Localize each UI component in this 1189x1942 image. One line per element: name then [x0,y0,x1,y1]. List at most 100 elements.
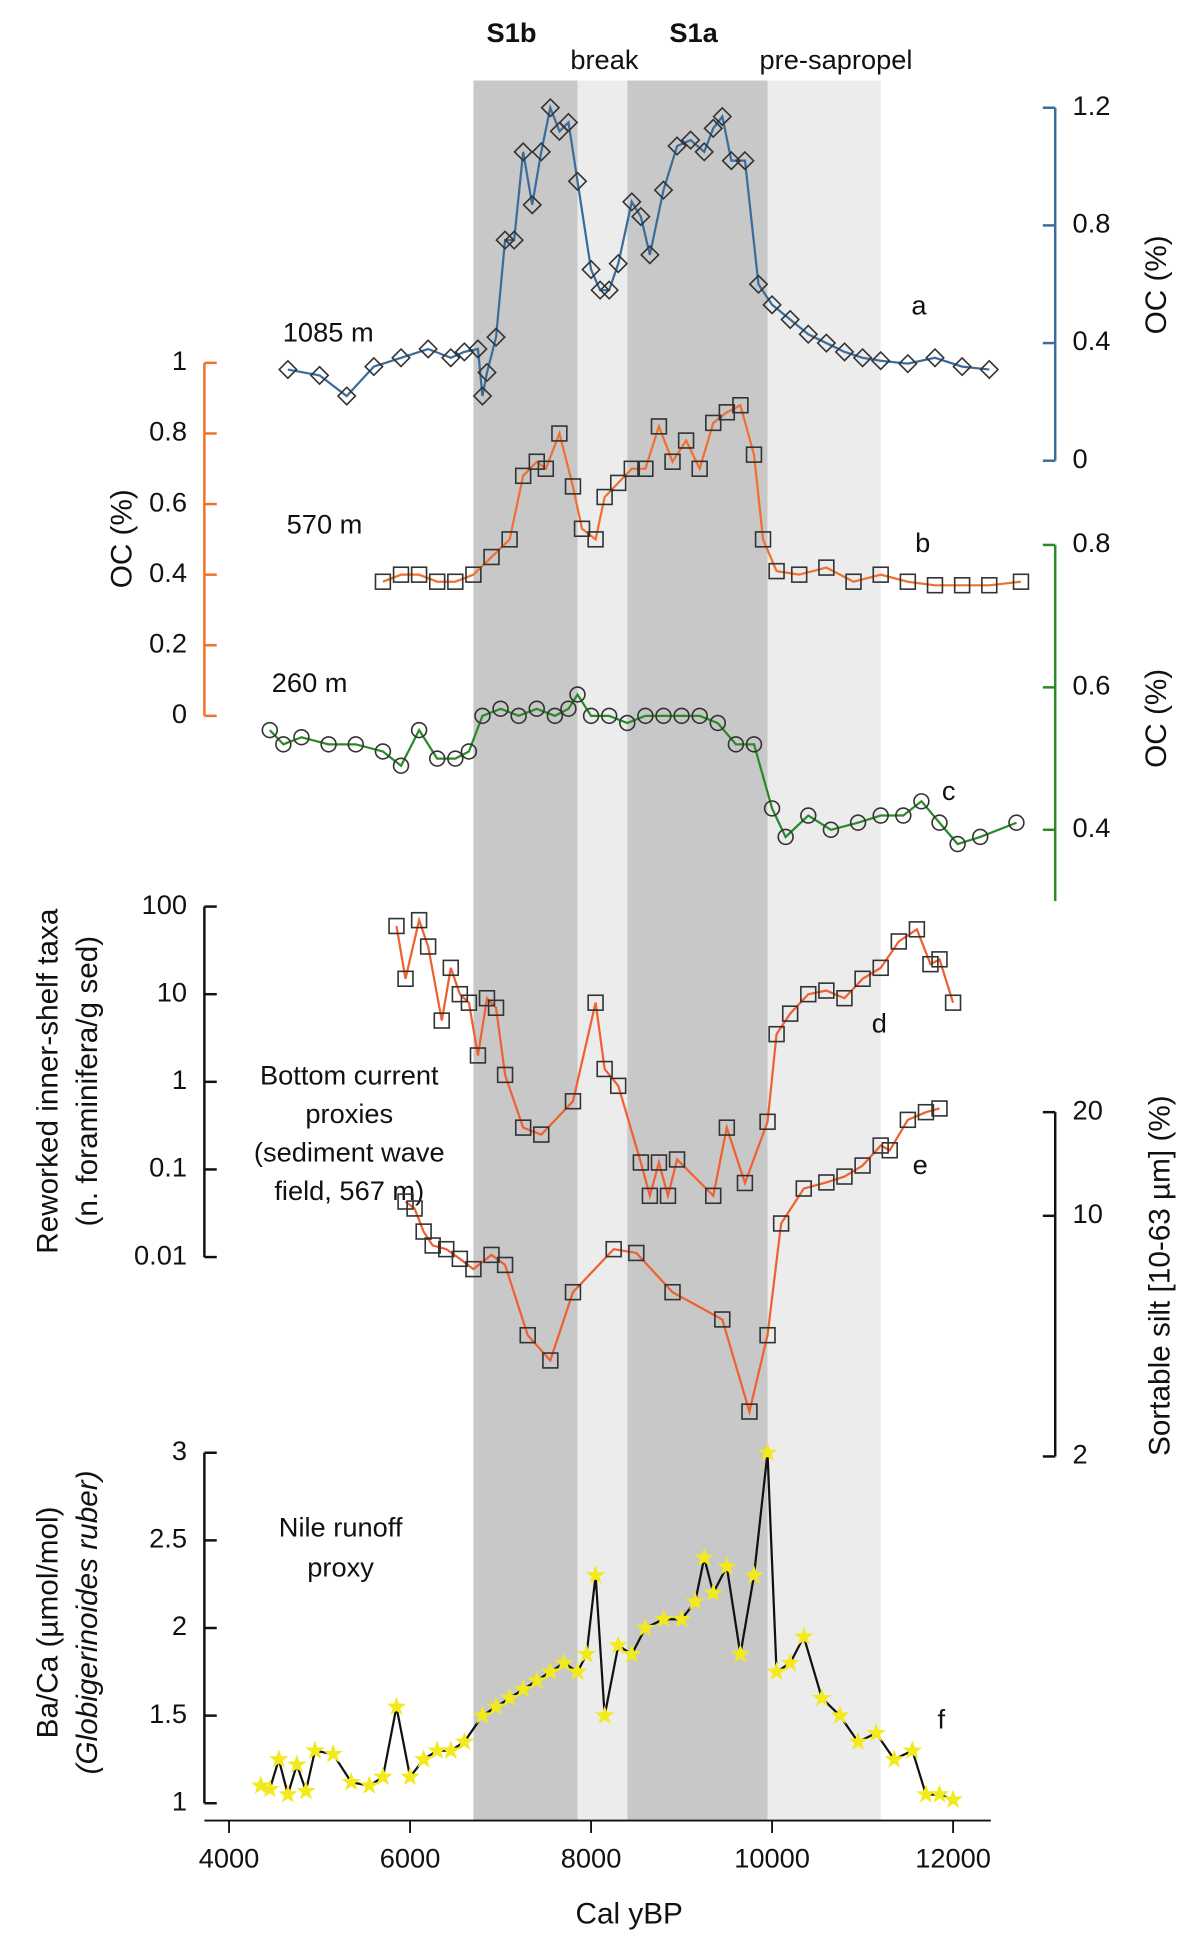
data-point [438,1240,455,1258]
y-axis-label: Ba/Ca (µmol/mol) [31,1507,64,1739]
data-point [546,707,564,725]
x-tick-label: 6000 [380,1842,441,1873]
data-point [269,1749,289,1768]
data-point [795,1180,812,1197]
data-point [759,1113,776,1131]
data-point [798,324,819,345]
data-point [374,573,392,590]
data-point [609,1077,627,1095]
data-point [631,206,651,227]
data-point [460,994,478,1011]
data-point [830,1705,850,1724]
data-point [442,959,460,977]
data-point [872,959,889,977]
data-point [410,911,428,929]
data-point [406,1200,423,1217]
y-tick-label: 2 [1073,1439,1088,1470]
data-point [468,339,488,359]
data-point [926,577,944,594]
data-point [671,1608,692,1628]
data-point [717,1556,737,1575]
data-point [400,1766,420,1786]
data-point [554,1652,574,1672]
depth-label: 260 m [272,667,348,698]
data-point [424,1237,441,1254]
y-tick-label: 0.4 [149,557,187,588]
x-tick-label: 8000 [561,1842,622,1873]
data-point [433,1012,450,1029]
data-point [748,274,769,295]
data-point [499,1687,520,1707]
data-point [732,396,749,414]
data-point [721,150,742,171]
data-point [495,230,515,250]
x-tick-label: 10000 [734,1842,810,1873]
data-point [305,1740,325,1759]
data-point [496,1256,514,1274]
data-point [949,835,966,853]
data-point [694,1547,714,1567]
data-point [472,386,493,406]
data-point [581,259,601,280]
series-name: d [872,1008,887,1039]
data-point [667,136,687,156]
series-name: a [911,289,927,320]
data-point [754,531,772,548]
data-point [320,736,337,753]
data-point [709,714,727,732]
data-point [854,1157,871,1174]
data-point [278,359,298,380]
data-point [836,989,853,1007]
data-point [599,280,619,300]
x-tick-label: 12000 [915,1842,991,1873]
x-tick-label: 4000 [199,1842,260,1873]
data-point [537,460,555,478]
data-point [822,821,840,839]
series-name: e [913,1149,928,1180]
data-point [596,1060,613,1078]
data-point [664,453,681,470]
data-point [392,566,410,583]
data-point [474,707,491,725]
data-point [884,1749,905,1768]
series-line [287,103,990,398]
period-band [473,80,578,1821]
data-point [428,573,446,590]
annotation: proxies [305,1098,393,1129]
period-band [577,80,628,1821]
data-point [567,171,588,192]
data-point [621,192,642,212]
data-point [685,1591,705,1610]
data-point [364,356,384,377]
data-point [718,1119,736,1136]
data-point [415,1223,432,1240]
data-point [510,707,527,725]
data-point [460,743,478,760]
data-point [410,566,428,583]
x-axis-label: Cal yBP [575,1897,682,1930]
data-point [790,566,808,583]
y-tick-label: 2.5 [149,1523,187,1554]
data-point [391,347,411,368]
data-point [564,478,582,495]
y-tick-label: 3 [172,1435,187,1466]
data-point [890,933,908,950]
data-point [564,1093,582,1110]
data-point [745,446,763,463]
data-point [622,1644,642,1663]
data-point [916,1784,936,1803]
data-point [540,1661,561,1681]
y-tick-label: 0.8 [1073,208,1111,239]
data-point [763,800,781,817]
series-name: f [937,1704,945,1735]
data-point [944,994,962,1011]
data-point [780,1652,800,1672]
data-point [587,994,604,1011]
data-point [744,1565,764,1584]
y-tick-label: 0.01 [134,1239,187,1270]
data-point [712,106,733,127]
data-point [519,1326,536,1344]
data-point [609,474,627,492]
data-point [441,1740,461,1759]
data-point [899,573,917,590]
